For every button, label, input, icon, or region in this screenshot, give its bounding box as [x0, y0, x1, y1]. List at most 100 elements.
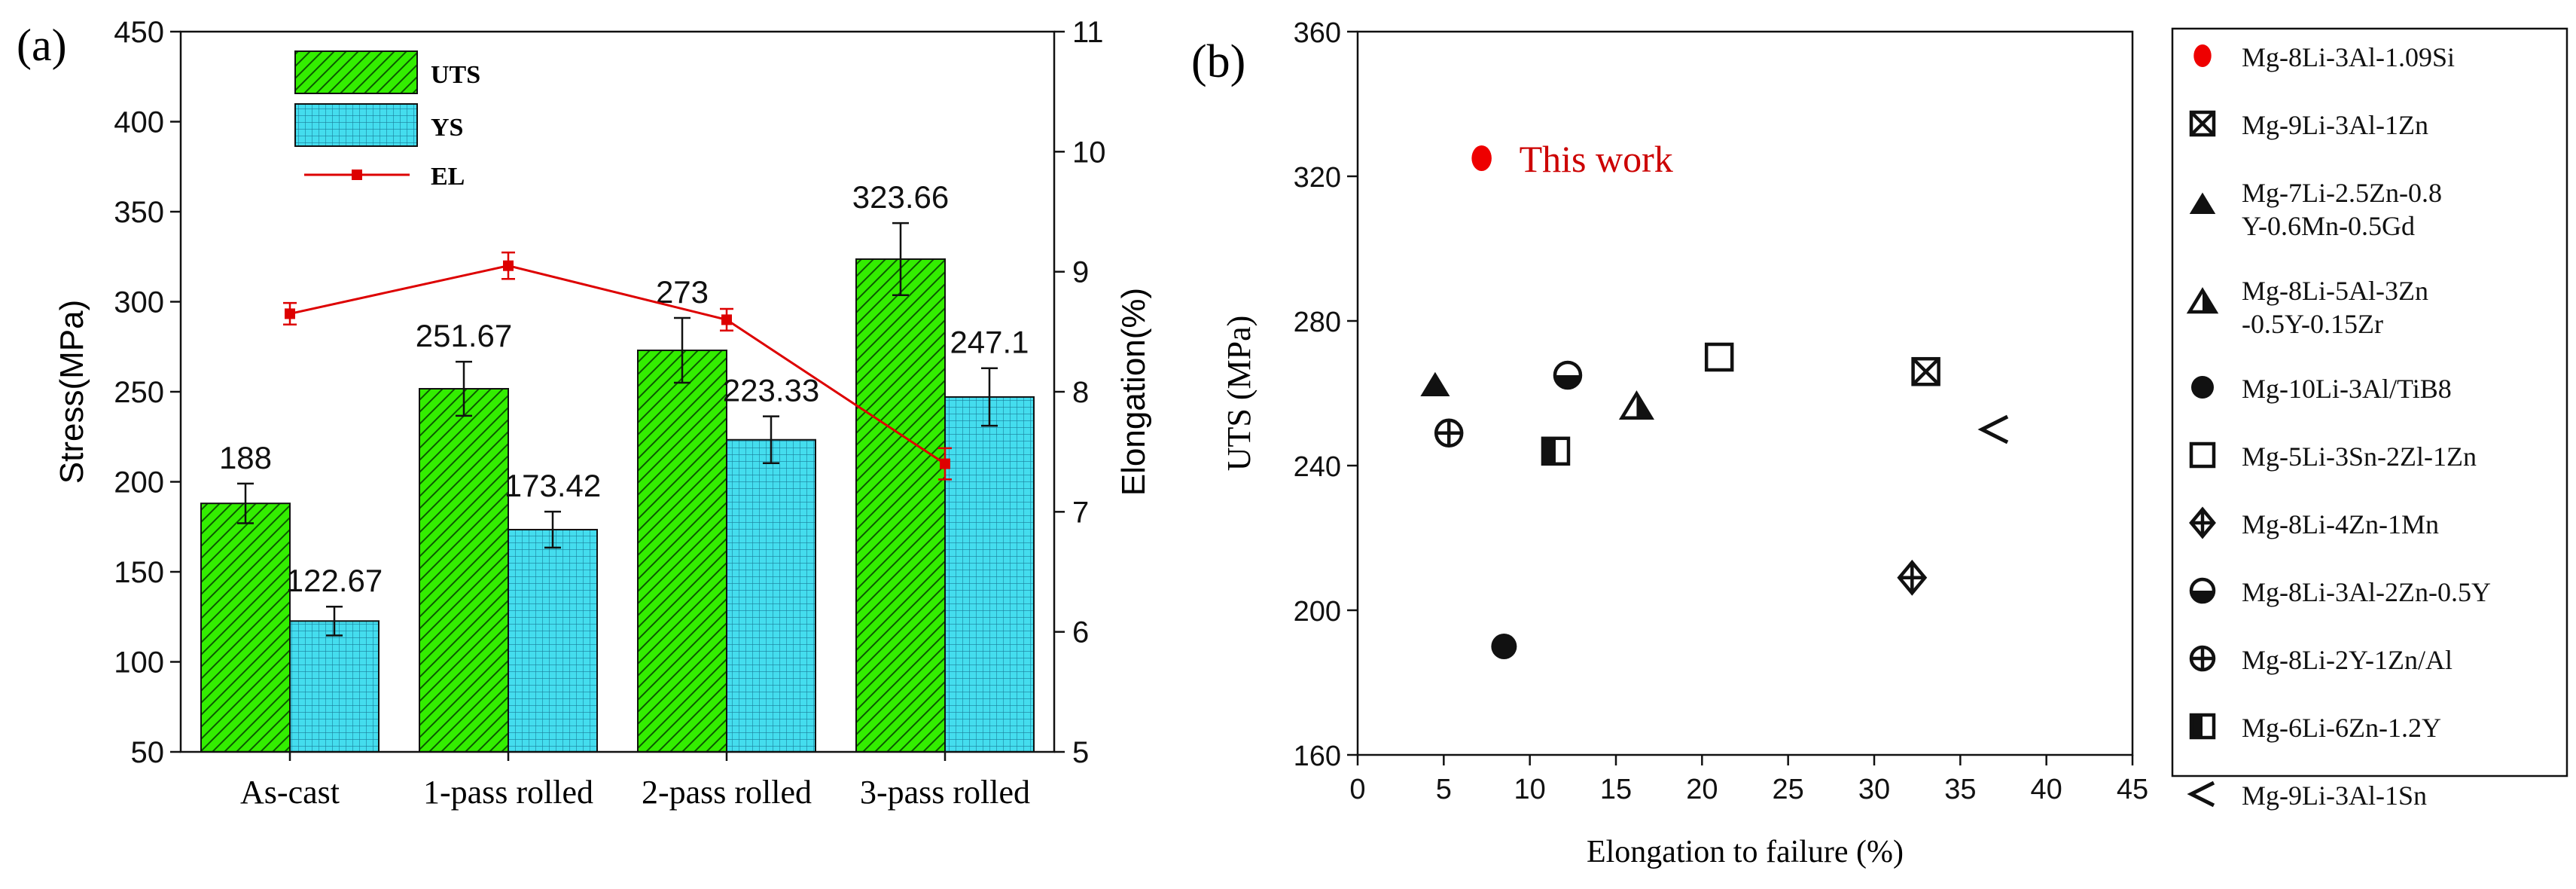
b-x-tick-label-25: 25 [1773, 774, 1804, 805]
legend-marker-9 [2189, 713, 2216, 740]
y-tick-label-250: 250 [114, 376, 164, 409]
scatter-point-1-cross [1912, 357, 1940, 386]
el-series-line [289, 264, 946, 465]
b-y-tick-label-200: 200 [1294, 596, 1341, 628]
legend-entry-4-line-0: Mg-10Li-3Al/TiB8 [2242, 374, 2452, 404]
el-point-1 [503, 260, 514, 271]
legend-marker-6 [2189, 506, 2216, 539]
b-y-tick-label-160: 160 [1294, 741, 1341, 772]
scatter-point-5-shape [1704, 342, 1734, 372]
error-bar-uts-3 [892, 221, 909, 297]
bar-ys-2 [726, 438, 816, 753]
y2-tick-label-8: 8 [1072, 376, 1089, 409]
plot-frame-b [1356, 30, 2134, 756]
data-label-uts-0: 188 [219, 440, 272, 475]
bar-uts-1 [419, 388, 509, 753]
error-bar-ys-2 [763, 415, 779, 465]
b-y-tick-label-280: 280 [1294, 307, 1341, 338]
y2-axis-title: Elongation(%) [1115, 288, 1152, 496]
legend-marker-5-shape [2189, 441, 2216, 469]
bar-ys-3 [944, 396, 1035, 753]
legend-marker-0 [2193, 44, 2212, 67]
legend-entry-8-line-0: Mg-8Li-2Y-1Zn/Al [2242, 645, 2453, 675]
b-x-tick-label-0: 0 [1349, 774, 1365, 805]
data-label-ys-2: 223.33 [723, 373, 819, 408]
error-bar-uts-1 [456, 360, 472, 417]
el-point-0 [285, 308, 295, 319]
legend-label-uts: UTS [431, 61, 480, 89]
bar-uts-2 [637, 350, 727, 753]
x-category-label-3: 3-pass rolled [860, 774, 1030, 811]
data-label-ys-1: 173.42 [505, 468, 601, 503]
legend-marker-4 [2191, 376, 2214, 399]
y-tick-label-350: 350 [114, 196, 164, 229]
legend-entry-2-line-1: Y-0.6Mn-0.5Gd [2242, 211, 2415, 241]
y2-tick-label-11: 11 [1072, 16, 1104, 49]
y-tick-label-200: 200 [114, 466, 164, 499]
b-x-tick-label-15: 15 [1600, 774, 1632, 805]
b-y-tick-label-240: 240 [1294, 451, 1341, 483]
error-bar-uts-2 [674, 316, 690, 384]
legend-marker-1-cross [2190, 111, 2215, 136]
legend-entry-1-line-0: Mg-9Li-3Al-1Zn [2242, 110, 2428, 140]
legend-entry-0-line-0: Mg-8Li-3Al-1.09Si [2242, 42, 2455, 72]
y-axis-title: Stress(MPa) [53, 300, 90, 484]
legend-entry-9-line-0: Mg-6Li-6Zn-1.2Y [2242, 713, 2441, 743]
error-bar-uts-0 [237, 482, 254, 524]
legend-entry-5-line-0: Mg-5Li-3Sn-2Zl-1Zn [2242, 441, 2477, 472]
el-point-3 [940, 458, 950, 469]
legend-marker-1 [2189, 110, 2216, 137]
legend-marker-5 [2189, 441, 2216, 469]
scatter-point-7-bottom [1554, 375, 1581, 388]
b-y-axis-title: UTS (MPa) [1221, 316, 1258, 472]
legend-marker-7-bottom [2191, 591, 2214, 602]
legend-marker-10 [2187, 781, 2215, 808]
panel-a-chart: (a)188251.67273323.66122.67173.42223.332… [17, 16, 1152, 811]
b-x-tick-label-40: 40 [2031, 774, 2062, 805]
bar-uts-0 [200, 503, 291, 753]
legend-entry-2-line-0: Mg-7Li-2.5Zn-0.8 [2242, 178, 2442, 208]
scatter-point-9 [1541, 436, 1571, 466]
scatter-point-2 [1420, 371, 1450, 396]
legend-marker-2-shape [2189, 192, 2216, 214]
legend-marker-8-cross [2191, 647, 2214, 670]
legend-marker-2 [2189, 192, 2216, 214]
legend-marker-el [352, 170, 362, 180]
b-x-tick-label-5: 5 [1436, 774, 1452, 805]
scatter-point-4 [1491, 634, 1517, 659]
b-x-tick-label-10: 10 [1514, 774, 1546, 805]
b-x-tick-label-30: 30 [1858, 774, 1890, 805]
y-tick-label-50: 50 [131, 736, 165, 769]
legend-entry-10-line-0: Mg-9Li-3Al-1Sn [2242, 781, 2427, 811]
b-x-tick-label-45: 45 [2117, 774, 2148, 805]
y-tick-label-300: 300 [114, 286, 164, 319]
panel-b-label: (b) [1191, 36, 1245, 87]
legend-marker-8 [2189, 645, 2216, 672]
legend-marker-10-shape [2187, 781, 2215, 808]
scatter-point-5 [1704, 342, 1734, 372]
b-x-tick-label-35: 35 [1944, 774, 1976, 805]
legend-entry-6-line-0: Mg-8Li-4Zn-1Mn [2242, 509, 2439, 539]
legend-marker-9-outline [2189, 713, 2216, 740]
bar-ys-1 [508, 529, 598, 753]
b-x-axis-title: Elongation to failure (%) [1587, 835, 1904, 869]
y-tick-label-150: 150 [114, 556, 164, 589]
scatter-point-7 [1553, 360, 1583, 390]
b-x-tick-label-20: 20 [1686, 774, 1718, 805]
this-work-annotation: This work [1520, 138, 1673, 180]
scatter-point-4-shape [1491, 634, 1517, 659]
legend-swatch-ys [294, 103, 418, 147]
y-tick-label-400: 400 [114, 106, 164, 139]
data-label-ys-3: 247.1 [950, 325, 1029, 360]
legend-entry-3-line-1: -0.5Y-0.15Zr [2242, 309, 2383, 339]
legend-marker-3-outline [2186, 287, 2219, 314]
legend-marker-7 [2189, 577, 2216, 604]
scatter-point-10 [1977, 414, 2009, 444]
scatter-point-8 [1434, 418, 1464, 448]
scatter-point-6 [1897, 559, 1928, 596]
scatter-point-3 [1618, 390, 1654, 420]
panel-b-chart: (b) 0 5 10 15 20 25 30 35 40 45 Elongation to failu… [1191, 17, 2568, 869]
bar-uts-3 [855, 258, 946, 753]
y2-tick-label-5: 5 [1072, 736, 1089, 769]
